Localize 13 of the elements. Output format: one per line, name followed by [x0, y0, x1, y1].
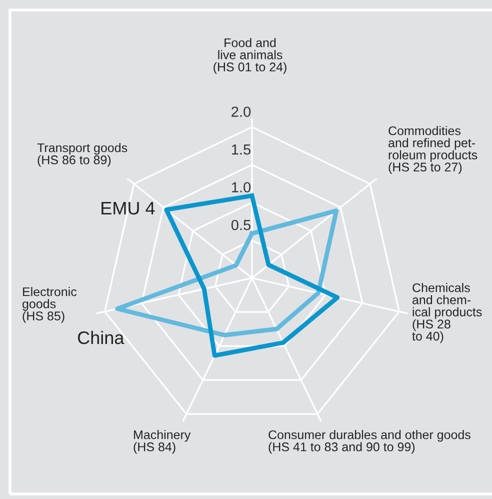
spoke-label: Electronic goods (HS 85) [22, 287, 77, 323]
spoke-label: Consumer durables and other goods (HS 41 to 83 and 90 to 99) [268, 430, 470, 454]
spoke-label: Transport goods (HS 86 to 89) [37, 143, 128, 167]
series-label: EMU 4 [102, 202, 155, 215]
y-tick-label: 1.0 [232, 182, 251, 192]
spoke-label: Machinery (HS 84) [134, 430, 191, 454]
spoke-label: Chemicals and chem- ical products (HS 28 to 40) [412, 283, 482, 344]
y-tick-label: 2.0 [232, 106, 251, 117]
spoke-label: Food and live animals (HS 01 to 24) [214, 38, 286, 74]
series-label: China [78, 330, 124, 344]
y-tick-label: 1.5 [232, 144, 251, 155]
spoke-label: Commodities and refined pet- roleum products (HS 25 to 27) [388, 126, 478, 174]
y-tick-label: 0.5 [231, 220, 251, 230]
